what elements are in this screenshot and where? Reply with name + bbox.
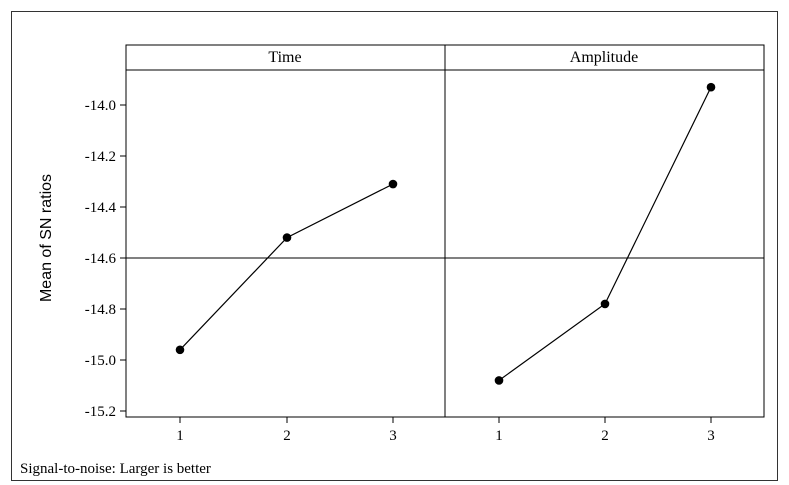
y-tick-label: -15.2 xyxy=(85,404,116,420)
y-tick-label: -14.2 xyxy=(85,149,116,165)
x-tick-label: 3 xyxy=(707,428,715,444)
x-tick-label: 3 xyxy=(389,428,397,444)
data-point xyxy=(600,299,610,309)
panel-title-time: Time xyxy=(268,49,301,66)
data-point xyxy=(388,179,398,189)
series-line-time xyxy=(179,183,394,351)
y-tick-label: -14.6 xyxy=(85,251,117,267)
y-tick-label: -15.0 xyxy=(85,353,116,369)
panel-title-amplitude: Amplitude xyxy=(570,49,638,66)
y-axis-label: Mean of SN ratios xyxy=(38,174,55,302)
series-line-amplitude xyxy=(498,86,712,381)
x-tick-label: 2 xyxy=(283,428,291,444)
chart-frame xyxy=(11,11,778,481)
data-point xyxy=(175,345,185,355)
y-tick-label: -14.0 xyxy=(85,98,116,114)
data-point xyxy=(494,376,504,385)
chart-marks: -14.0 -14.2 -14.4 -14.6 -14.8 -15.0 -15.2 1 2 3 1 2… xyxy=(85,82,764,444)
footnote: Signal-to-noise: Larger is better xyxy=(20,461,211,477)
data-point xyxy=(282,233,292,242)
x-tick-label: 2 xyxy=(601,428,609,444)
x-tick-label: 1 xyxy=(495,428,503,444)
y-tick-label: -14.8 xyxy=(85,302,116,318)
y-tick-label: -14.4 xyxy=(85,200,117,216)
data-point xyxy=(706,82,716,92)
x-tick-label: 1 xyxy=(176,428,184,444)
